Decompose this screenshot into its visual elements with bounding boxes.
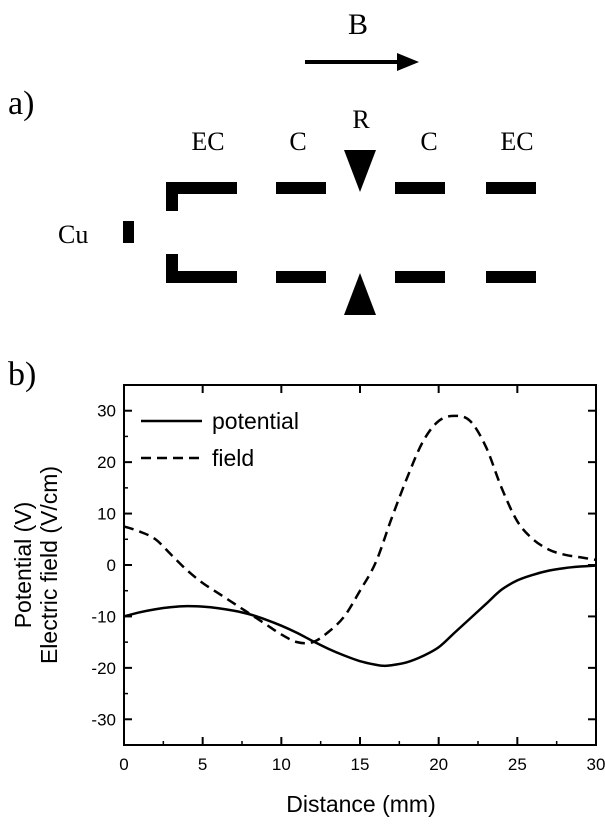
panel-a: a) B EC C R C EC Cu xyxy=(8,8,536,315)
y-tick-label: 20 xyxy=(97,453,116,472)
y-axis-title-field: Electric field (V/cm) xyxy=(36,466,62,664)
magnetic-field-arrow-head xyxy=(397,53,419,71)
x-tick-label: 30 xyxy=(587,755,605,774)
region-label-c-left: C xyxy=(289,127,306,156)
electrode-ec-right-bottom xyxy=(486,271,536,283)
x-tick-label: 10 xyxy=(272,755,291,774)
electrode-c-left-bottom xyxy=(276,271,326,283)
cu-target xyxy=(123,221,134,243)
cu-label: Cu xyxy=(58,220,88,249)
x-tick-label: 15 xyxy=(351,755,370,774)
y-tick-label: 10 xyxy=(97,505,116,524)
legend: potential field xyxy=(141,408,299,471)
endcap-left-bottom-vertical xyxy=(166,254,178,283)
x-tick-label: 20 xyxy=(429,755,448,774)
electrode-c-right-bottom xyxy=(395,271,445,283)
magnetic-field-label: B xyxy=(348,8,368,41)
region-label-r: R xyxy=(352,105,370,134)
panel-a-label: a) xyxy=(8,85,34,122)
endcap-left-top-horizontal xyxy=(166,182,237,194)
endcap-left-top-vertical xyxy=(166,182,178,211)
series-line-field xyxy=(123,414,597,645)
x-axis-title: Distance (mm) xyxy=(286,791,436,817)
panel-b: b) 0 5 10 15 20 25 30 -30 -20 -10 0 10 20 30 potentia… xyxy=(8,356,605,817)
series-layer xyxy=(123,414,597,668)
endcap-left-bottom-horizontal xyxy=(166,271,237,283)
panel-b-label: b) xyxy=(8,356,36,393)
x-tick-label: 5 xyxy=(198,755,207,774)
ring-electrode-top xyxy=(344,150,376,192)
y-axis-title-potential: Potential (V) xyxy=(10,502,36,629)
x-tick-label: 25 xyxy=(508,755,527,774)
region-label-ec-right: EC xyxy=(500,127,533,156)
y-tick-label: 0 xyxy=(107,556,116,575)
y-tick-label: -30 xyxy=(91,710,116,729)
ring-electrode-bottom xyxy=(344,273,376,315)
x-tick-label: 0 xyxy=(119,755,128,774)
y-tick-label: -10 xyxy=(91,607,116,626)
electrode-c-left-top xyxy=(276,182,326,194)
electrode-c-right-top xyxy=(395,182,445,194)
ticks-layer: 0 5 10 15 20 25 30 -30 -20 -10 0 10 20 30 xyxy=(91,384,605,774)
electrode-ec-right-top xyxy=(486,182,536,194)
series-line-potential xyxy=(123,564,597,668)
legend-label-field: field xyxy=(212,445,254,471)
y-tick-label: 30 xyxy=(97,402,116,421)
legend-label-potential: potential xyxy=(212,408,299,434)
plot-frame xyxy=(123,384,597,746)
region-label-c-right: C xyxy=(420,127,437,156)
region-label-ec-left: EC xyxy=(191,127,224,156)
y-tick-label: -20 xyxy=(91,659,116,678)
